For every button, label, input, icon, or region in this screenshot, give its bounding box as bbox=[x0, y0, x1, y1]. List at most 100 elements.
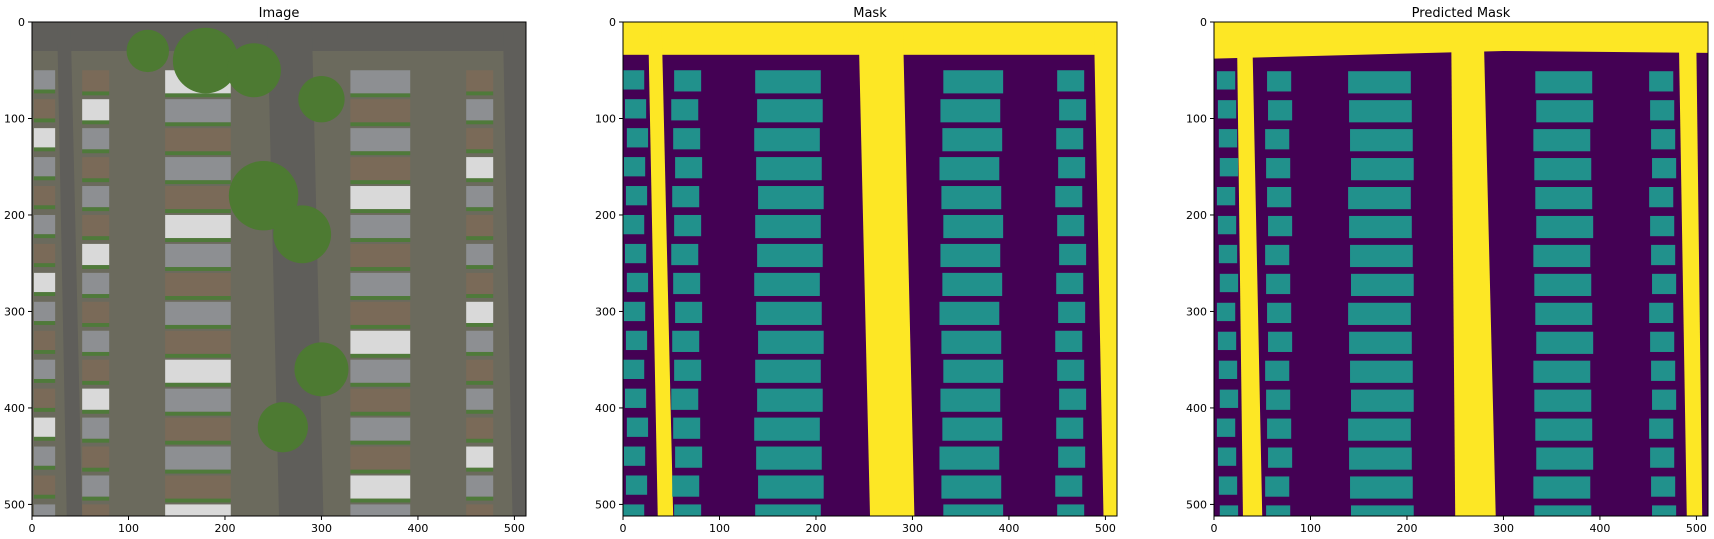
yard bbox=[33, 350, 56, 354]
building-region bbox=[1218, 360, 1238, 379]
building-region bbox=[1536, 331, 1594, 354]
road-region bbox=[1679, 50, 1703, 516]
yard bbox=[466, 323, 494, 327]
house-roof bbox=[165, 214, 231, 239]
building-region bbox=[1218, 476, 1238, 495]
house-roof bbox=[33, 359, 56, 379]
y-tick-label: 300 bbox=[4, 305, 25, 318]
house-roof bbox=[165, 243, 231, 268]
building-region bbox=[939, 301, 1000, 325]
house-roof bbox=[466, 128, 494, 150]
axes-ticks: 0 100 200 300 400 500 0 100 200 300 400 500 bbox=[4, 16, 525, 535]
building-region bbox=[1349, 215, 1412, 239]
yard bbox=[350, 324, 411, 329]
axes-frame bbox=[622, 21, 1118, 517]
building-region bbox=[758, 475, 824, 499]
x-tick-label: 300 bbox=[902, 522, 923, 535]
building-region bbox=[1349, 447, 1412, 470]
yard bbox=[33, 176, 56, 181]
house-roof bbox=[82, 186, 110, 208]
building-region bbox=[1533, 244, 1591, 268]
building-region bbox=[1219, 505, 1239, 516]
building-region bbox=[1267, 302, 1292, 324]
building-region bbox=[1351, 273, 1414, 297]
building-region bbox=[1351, 158, 1414, 181]
y-tick-label: 400 bbox=[4, 402, 25, 415]
building-region bbox=[1055, 186, 1083, 208]
building-region bbox=[1265, 244, 1290, 266]
building-region bbox=[757, 99, 823, 123]
yard bbox=[82, 265, 110, 269]
building-region bbox=[672, 186, 700, 208]
yard bbox=[33, 494, 56, 499]
building-region bbox=[1268, 215, 1293, 237]
yard bbox=[165, 122, 231, 127]
yard bbox=[466, 91, 494, 96]
house-roof bbox=[350, 70, 411, 94]
house-roof bbox=[350, 301, 411, 325]
house-roof bbox=[82, 330, 110, 352]
building-region bbox=[1218, 129, 1238, 148]
building-region bbox=[1056, 417, 1084, 439]
x-tick-label: 500 bbox=[504, 522, 525, 535]
house-roof bbox=[466, 214, 494, 237]
yard bbox=[350, 382, 411, 387]
yard bbox=[466, 409, 494, 414]
building-region bbox=[1535, 186, 1593, 210]
tree-canopy bbox=[126, 29, 170, 73]
y-tick-label: 200 bbox=[4, 209, 25, 222]
yard bbox=[82, 496, 110, 501]
yard bbox=[165, 469, 231, 474]
building-region bbox=[1055, 330, 1083, 352]
yard bbox=[350, 353, 411, 358]
building-region bbox=[625, 186, 648, 206]
x-tick-label: 100 bbox=[1300, 522, 1321, 535]
y-tick-label: 500 bbox=[4, 498, 25, 511]
road-region bbox=[648, 22, 674, 516]
building-region bbox=[1349, 331, 1412, 354]
y-tick-label: 100 bbox=[595, 112, 616, 125]
building-region bbox=[939, 157, 1000, 181]
yard bbox=[350, 151, 411, 156]
x-tick-label: 500 bbox=[1686, 522, 1707, 535]
mask-image bbox=[623, 22, 1117, 516]
yard bbox=[350, 440, 411, 445]
yard bbox=[466, 120, 494, 125]
building-region bbox=[755, 70, 821, 94]
house-roof bbox=[466, 157, 494, 179]
building-region bbox=[1351, 505, 1414, 516]
building-region bbox=[1058, 446, 1086, 468]
building-region bbox=[1059, 99, 1087, 121]
house-roof bbox=[82, 475, 110, 497]
building-region bbox=[757, 243, 823, 268]
yard bbox=[165, 324, 231, 329]
house-roof bbox=[165, 99, 231, 123]
house-roof bbox=[165, 504, 231, 516]
yard bbox=[82, 438, 110, 443]
building-region bbox=[1536, 215, 1594, 239]
x-tick-label: 400 bbox=[1589, 522, 1610, 535]
house-roof bbox=[350, 330, 411, 354]
building-region bbox=[942, 417, 1003, 441]
building-region bbox=[1057, 214, 1085, 237]
yard bbox=[165, 238, 231, 242]
yard bbox=[350, 267, 411, 271]
building-region bbox=[623, 359, 645, 379]
building-region bbox=[1652, 505, 1677, 516]
house-roof bbox=[82, 214, 110, 237]
building-region bbox=[1059, 388, 1087, 410]
house-roof bbox=[350, 359, 411, 383]
x-tick-label: 100 bbox=[118, 522, 139, 535]
building-region bbox=[941, 330, 1002, 354]
yard bbox=[165, 93, 231, 98]
building-region bbox=[1217, 447, 1237, 466]
yard bbox=[82, 178, 110, 183]
yard bbox=[165, 180, 231, 185]
house-roof bbox=[82, 301, 110, 324]
house-roof bbox=[82, 417, 110, 439]
building-region bbox=[1350, 360, 1413, 383]
yard bbox=[466, 496, 494, 501]
road-region bbox=[1214, 22, 1708, 59]
panel-predicted-mask: Predicted Mask 0 100 200 300 400 500 0 100 200 30… bbox=[1186, 6, 1709, 535]
